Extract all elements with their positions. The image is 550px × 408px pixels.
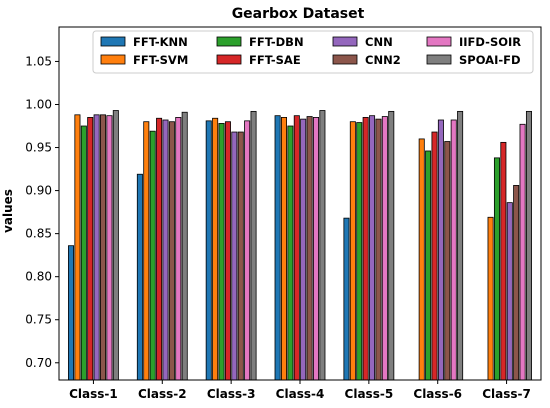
bar-fft-dbn-class-3 bbox=[218, 123, 225, 381]
bar-cnn2-class-3 bbox=[237, 131, 244, 381]
plot-frame bbox=[58, 26, 542, 381]
bar-cnn2-class-6 bbox=[444, 141, 451, 381]
bar-iifd-soir-class-3 bbox=[244, 120, 251, 381]
bar-fft-svm-class-2 bbox=[143, 121, 150, 381]
bar-fft-dbn-class-6 bbox=[425, 150, 432, 381]
legend-swatch-cnn bbox=[332, 36, 358, 47]
bar-fft-knn-class-5 bbox=[343, 217, 350, 381]
bar-fft-sae-class-4 bbox=[293, 115, 300, 381]
chart-title: Gearbox Dataset bbox=[232, 6, 365, 22]
x-tick-label: Class-2 bbox=[138, 387, 187, 401]
x-tick-label: Class-1 bbox=[69, 387, 118, 401]
legend-label-iifd-soir: IIFD-SOIR bbox=[459, 35, 521, 49]
bar-iifd-soir-class-2 bbox=[175, 117, 182, 381]
y-axis-label: values bbox=[1, 189, 15, 233]
y-tick-label: 0.85 bbox=[25, 227, 52, 241]
legend-swatch-iifd-soir bbox=[426, 36, 452, 47]
legend-swatch-fft-dbn bbox=[216, 36, 242, 47]
x-tick-label: Class-5 bbox=[345, 387, 394, 401]
bar-cnn-class-7 bbox=[506, 202, 513, 381]
bar-fft-knn-class-2 bbox=[136, 173, 143, 381]
bar-fft-svm-class-4 bbox=[280, 117, 287, 381]
bar-cnn2-class-7 bbox=[513, 185, 520, 381]
legend-label-fft-svm: FFT-SVM bbox=[133, 53, 188, 67]
bar-iifd-soir-class-6 bbox=[450, 119, 457, 381]
bar-iifd-soir-class-1 bbox=[106, 115, 113, 381]
legend-label-spoai-fd: SPOAI-FD bbox=[459, 53, 521, 67]
bar-spoai-fd-class-1 bbox=[112, 110, 119, 381]
y-tick-label: 0.90 bbox=[25, 184, 52, 198]
y-tick-label: 0.95 bbox=[25, 141, 52, 155]
bar-fft-sae-class-3 bbox=[224, 121, 231, 381]
bar-fft-sae-class-5 bbox=[362, 117, 369, 381]
x-tick-label: Class-6 bbox=[413, 387, 462, 401]
bar-fft-knn-class-3 bbox=[205, 120, 212, 381]
bar-fft-svm-class-1 bbox=[74, 114, 81, 381]
legend-swatch-spoai-fd bbox=[426, 54, 452, 65]
bar-fft-dbn-class-7 bbox=[493, 157, 500, 381]
bar-fft-sae-class-7 bbox=[500, 141, 507, 381]
bar-cnn-class-1 bbox=[93, 114, 100, 381]
legend-box bbox=[92, 30, 534, 74]
bar-fft-knn-class-1 bbox=[68, 245, 75, 381]
bar-cnn2-class-5 bbox=[375, 118, 382, 381]
bar-cnn-class-6 bbox=[437, 119, 444, 381]
bar-fft-dbn-class-4 bbox=[287, 125, 294, 381]
bar-spoai-fd-class-4 bbox=[319, 110, 326, 381]
bar-fft-svm-class-3 bbox=[212, 117, 219, 381]
bar-cnn-class-2 bbox=[162, 119, 169, 381]
bar-cnn2-class-4 bbox=[306, 116, 313, 381]
bar-fft-dbn-class-2 bbox=[149, 130, 156, 381]
bar-cnn2-class-1 bbox=[100, 114, 107, 381]
legend-swatch-cnn2 bbox=[332, 54, 358, 65]
y-tick-label: 0.80 bbox=[25, 270, 52, 284]
bar-fft-knn-class-4 bbox=[274, 115, 281, 381]
bar-iifd-soir-class-7 bbox=[519, 123, 526, 381]
bar-fft-dbn-class-5 bbox=[356, 122, 363, 381]
bar-iifd-soir-class-4 bbox=[312, 117, 319, 381]
bar-fft-svm-class-5 bbox=[349, 121, 356, 381]
bar-spoai-fd-class-7 bbox=[525, 110, 532, 381]
bar-spoai-fd-class-3 bbox=[250, 110, 257, 381]
axes-group: Class-1 Class-2 Class-3 Class-4 Class-5 Class… bbox=[25, 26, 542, 401]
bar-fft-sae-class-2 bbox=[156, 117, 163, 381]
bar-cnn-class-4 bbox=[300, 118, 307, 381]
bar-spoai-fd-class-2 bbox=[181, 111, 188, 381]
legend-swatch-fft-svm bbox=[100, 54, 126, 65]
bar-fft-dbn-class-1 bbox=[80, 125, 87, 381]
x-tick-label: Class-4 bbox=[276, 387, 325, 401]
legend-label-cnn: CNN bbox=[365, 35, 393, 49]
bar-cnn2-class-2 bbox=[168, 121, 175, 381]
legend: FFT-KNN FFT-SVM FFT-DBN FFT-SAE CNN CNN2 IIFD-… bbox=[92, 30, 534, 74]
bar-iifd-soir-class-5 bbox=[381, 116, 388, 381]
bar-spoai-fd-class-6 bbox=[457, 110, 464, 381]
bar-fft-svm-class-7 bbox=[487, 216, 494, 381]
legend-swatch-fft-sae bbox=[216, 54, 242, 65]
legend-swatch-fft-knn bbox=[100, 36, 126, 47]
y-tick-label: 0.70 bbox=[25, 356, 52, 370]
bar-cnn-class-5 bbox=[369, 115, 376, 381]
y-tick-label: 1.05 bbox=[25, 54, 52, 68]
x-tick-label: Class-3 bbox=[207, 387, 256, 401]
bar-cnn-class-3 bbox=[231, 131, 238, 381]
bar-fft-sae-class-6 bbox=[431, 131, 438, 381]
legend-label-fft-dbn: FFT-DBN bbox=[249, 35, 304, 49]
legend-label-fft-sae: FFT-SAE bbox=[249, 53, 301, 67]
bar-spoai-fd-class-5 bbox=[388, 110, 395, 381]
y-tick-label: 1.00 bbox=[25, 97, 52, 111]
bar-fft-sae-class-1 bbox=[87, 117, 94, 381]
legend-label-fft-knn: FFT-KNN bbox=[133, 35, 188, 49]
x-tick-label: Class-7 bbox=[482, 387, 531, 401]
bar-fft-svm-class-6 bbox=[418, 138, 425, 381]
legend-label-cnn2: CNN2 bbox=[365, 53, 401, 67]
y-tick-label: 0.75 bbox=[25, 313, 52, 327]
